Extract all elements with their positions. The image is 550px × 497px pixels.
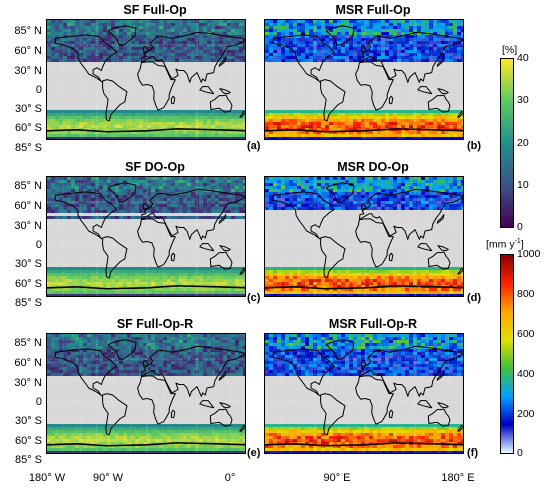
sf-colorbar <box>500 58 514 228</box>
lat-label: 30° N <box>14 220 42 232</box>
graticule <box>265 20 463 139</box>
sf-tick: 30 <box>517 94 529 106</box>
lon-label: 90° W <box>92 472 124 484</box>
map-e-svg <box>47 334 245 453</box>
msr-colorbar <box>500 254 514 454</box>
sf-tick: 20 <box>517 137 529 149</box>
map-panel-f <box>264 333 464 454</box>
msr-unit-end: ] <box>520 238 524 251</box>
map-f-svg <box>265 334 463 453</box>
graticule <box>47 334 245 453</box>
msr-tick: 600 <box>517 328 535 340</box>
graticule <box>265 334 463 453</box>
lat-label: 0 <box>35 239 42 251</box>
msr-tick: 800 <box>517 288 535 300</box>
map-panel-e <box>46 333 246 454</box>
lon-label: 90° E <box>323 472 351 484</box>
msr-colorbar-unit: [mm y-1] <box>486 238 524 251</box>
panel-b-title: MSR Full-Op <box>335 3 411 17</box>
panel-f-label: (f) <box>467 447 478 459</box>
panel-d-title: MSR DO-Op <box>337 160 409 174</box>
map-panel-c <box>46 176 246 297</box>
msr-tick: 200 <box>517 408 535 420</box>
map-a-svg <box>47 20 245 139</box>
graticule <box>47 20 245 139</box>
sea-ice-field <box>265 20 463 139</box>
panel-e-title: SF Full-Op-R <box>116 317 194 331</box>
coastlines <box>47 25 245 133</box>
lat-label: 85° N <box>14 337 42 349</box>
coastlines <box>265 25 463 133</box>
lat-label: 0 <box>35 396 42 408</box>
map-d-svg <box>265 177 463 296</box>
map-panel-b <box>264 19 464 140</box>
panel-c-label: (c) <box>247 292 261 304</box>
sf-tick: 0 <box>517 221 523 233</box>
panel-a-label: (a) <box>247 140 261 152</box>
panel-d-label: (d) <box>467 292 482 304</box>
sea-ice-field <box>47 334 245 453</box>
lat-label: 30° S <box>14 415 42 427</box>
graticule <box>47 177 245 296</box>
lat-label: 60° N <box>14 45 42 57</box>
msr-tick: 1000 <box>517 248 541 260</box>
lon-label: 180° W <box>28 472 66 484</box>
lon-label: 180° E <box>441 472 475 484</box>
msr-tick: 0 <box>517 447 523 459</box>
lat-label: 85° S <box>14 454 42 466</box>
sf-colorbar-unit: [%] <box>502 44 518 56</box>
lat-label: 85° S <box>14 142 42 154</box>
panel-e-label: (e) <box>247 447 261 459</box>
map-panel-a <box>46 19 246 140</box>
lat-label: 60° S <box>14 278 42 290</box>
lat-label: 60° S <box>14 122 42 134</box>
sea-ice-field <box>265 177 463 296</box>
graticule <box>265 177 463 296</box>
panel-f-title: MSR Full-Op-R <box>328 317 418 331</box>
coastlines <box>47 339 245 447</box>
lat-label: 30° N <box>14 377 42 389</box>
panel-c-title: SF DO-Op <box>125 160 185 174</box>
lat-label: 60° N <box>14 200 42 212</box>
panel-a-title: SF Full-Op <box>123 3 187 17</box>
lat-label: 60° S <box>14 435 42 447</box>
msr-tick: 400 <box>517 368 535 380</box>
lat-label: 30° S <box>14 103 42 115</box>
lat-label: 30° N <box>14 65 42 77</box>
map-c-svg <box>47 177 245 296</box>
map-panel-d <box>264 176 464 297</box>
sf-tick: 10 <box>517 179 529 191</box>
coastlines <box>265 182 463 290</box>
panel-b-label: (b) <box>467 140 482 152</box>
coastlines <box>265 339 463 447</box>
msr-unit-text: [mm y <box>486 238 515 251</box>
lat-label: 85° N <box>14 180 42 192</box>
coastlines <box>47 182 245 290</box>
lat-label: 85° N <box>14 25 42 37</box>
sf-tick: 40 <box>517 52 529 64</box>
lat-label: 0 <box>35 84 42 96</box>
lat-label: 85° S <box>14 297 42 309</box>
msr-unit-sup: -1 <box>514 238 521 245</box>
lat-label: 60° N <box>14 357 42 369</box>
lat-label: 30° S <box>14 258 42 270</box>
lon-label: 0° <box>224 472 236 484</box>
map-b-svg <box>265 20 463 139</box>
